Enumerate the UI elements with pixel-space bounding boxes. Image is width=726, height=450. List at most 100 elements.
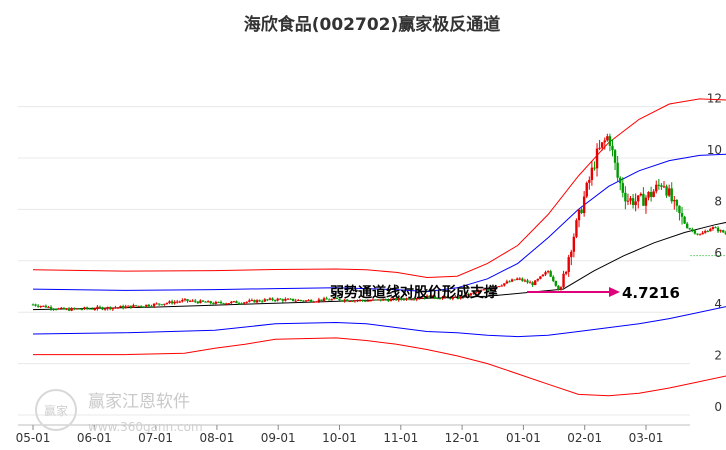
candle-body [464,294,467,298]
candle-body [65,308,68,310]
annotation: 弱势通道线对股价形成支撑 4.7216 [330,284,680,302]
candle-body [685,223,689,229]
candle-body [279,298,282,300]
watermark-logo-text: 赢家 [44,403,68,418]
candle-body [376,299,380,301]
candle-body [582,196,586,214]
candle-body [420,297,424,299]
candle-body [309,300,313,302]
candle-body [248,300,251,302]
candle-body [289,298,292,300]
candle-body [199,300,202,304]
candle-body [201,300,205,302]
candle-body [515,278,519,280]
candle-body [495,286,498,288]
candle-body [266,299,269,301]
candle-body [242,302,246,304]
candle-body [240,303,243,305]
candle-body [438,298,442,300]
candle-body [322,298,326,301]
candle-body [665,186,668,196]
candle-body [387,299,390,302]
candle-body [47,306,50,308]
candle-body [232,301,236,303]
candle-body [644,197,648,206]
x-tick-label: 12-01 [445,431,480,445]
candle-body [304,300,308,302]
candle-body [667,188,671,196]
candle-body [235,301,238,304]
candle-body [479,290,483,292]
candle-body [103,308,107,310]
candle-body [446,296,449,298]
candle-body [353,300,357,302]
y-axis-ticks: 0 2 4 6 8 10 12 [707,92,722,414]
candle-body [567,257,570,272]
candle-body [255,300,259,303]
x-tick-label: 06-01 [77,431,112,445]
y-tick-label: 12 [707,92,722,106]
candle-body [698,234,702,236]
candle-body [606,136,609,141]
candle-body [150,306,153,308]
candle-body [325,298,328,300]
grid [18,106,690,416]
candle-body [204,301,207,303]
candle-body [451,297,455,299]
candle-body [655,184,658,192]
candle-body [227,303,230,305]
candle-body [711,227,715,230]
candle-body [36,305,40,307]
candle-body [500,285,503,287]
candle-body [157,303,161,305]
candle-body [371,299,375,301]
candle-body [649,191,653,197]
candle-body [497,286,501,288]
candle-body [253,299,256,303]
candle-body [704,231,707,233]
y-tick-label: 6 [714,246,722,260]
candle-body [176,301,179,303]
candle-body [101,307,104,310]
candle-body [286,298,290,300]
candle-body [302,300,305,302]
candle-body [183,299,187,301]
candle-body [351,301,354,303]
candle-body [706,231,709,233]
candle-body [343,299,346,301]
candle-body [402,299,406,301]
candle-body [407,298,411,300]
candle-body [474,292,478,294]
candle-body [178,301,182,303]
candle-body [258,300,261,302]
candle-body [34,304,37,306]
candle-body [147,304,151,307]
candle-body [320,299,323,301]
candle-body [600,142,604,148]
candle-body [405,298,408,300]
y-tick-label: 10 [707,143,722,157]
candle-body [106,307,109,309]
candle-body [165,303,169,305]
candle-body [490,288,493,290]
candle-body [683,216,686,224]
candle-body [503,283,506,286]
candle-body [722,230,725,233]
candle-body [639,193,643,196]
candle-body [487,289,491,291]
candle-body [657,184,661,186]
candle-body [330,299,333,301]
candle-body [652,191,655,197]
upper-outer-band [32,98,726,279]
candle-body [482,289,485,291]
candle-body [80,309,84,311]
candle-body [137,305,140,307]
candle-body [54,309,58,311]
candle-body [116,307,120,309]
candle-body [423,297,426,299]
candle-body [263,299,266,302]
candle-body [595,148,599,169]
candle-body [467,294,470,296]
lower-outer-band [33,337,726,397]
